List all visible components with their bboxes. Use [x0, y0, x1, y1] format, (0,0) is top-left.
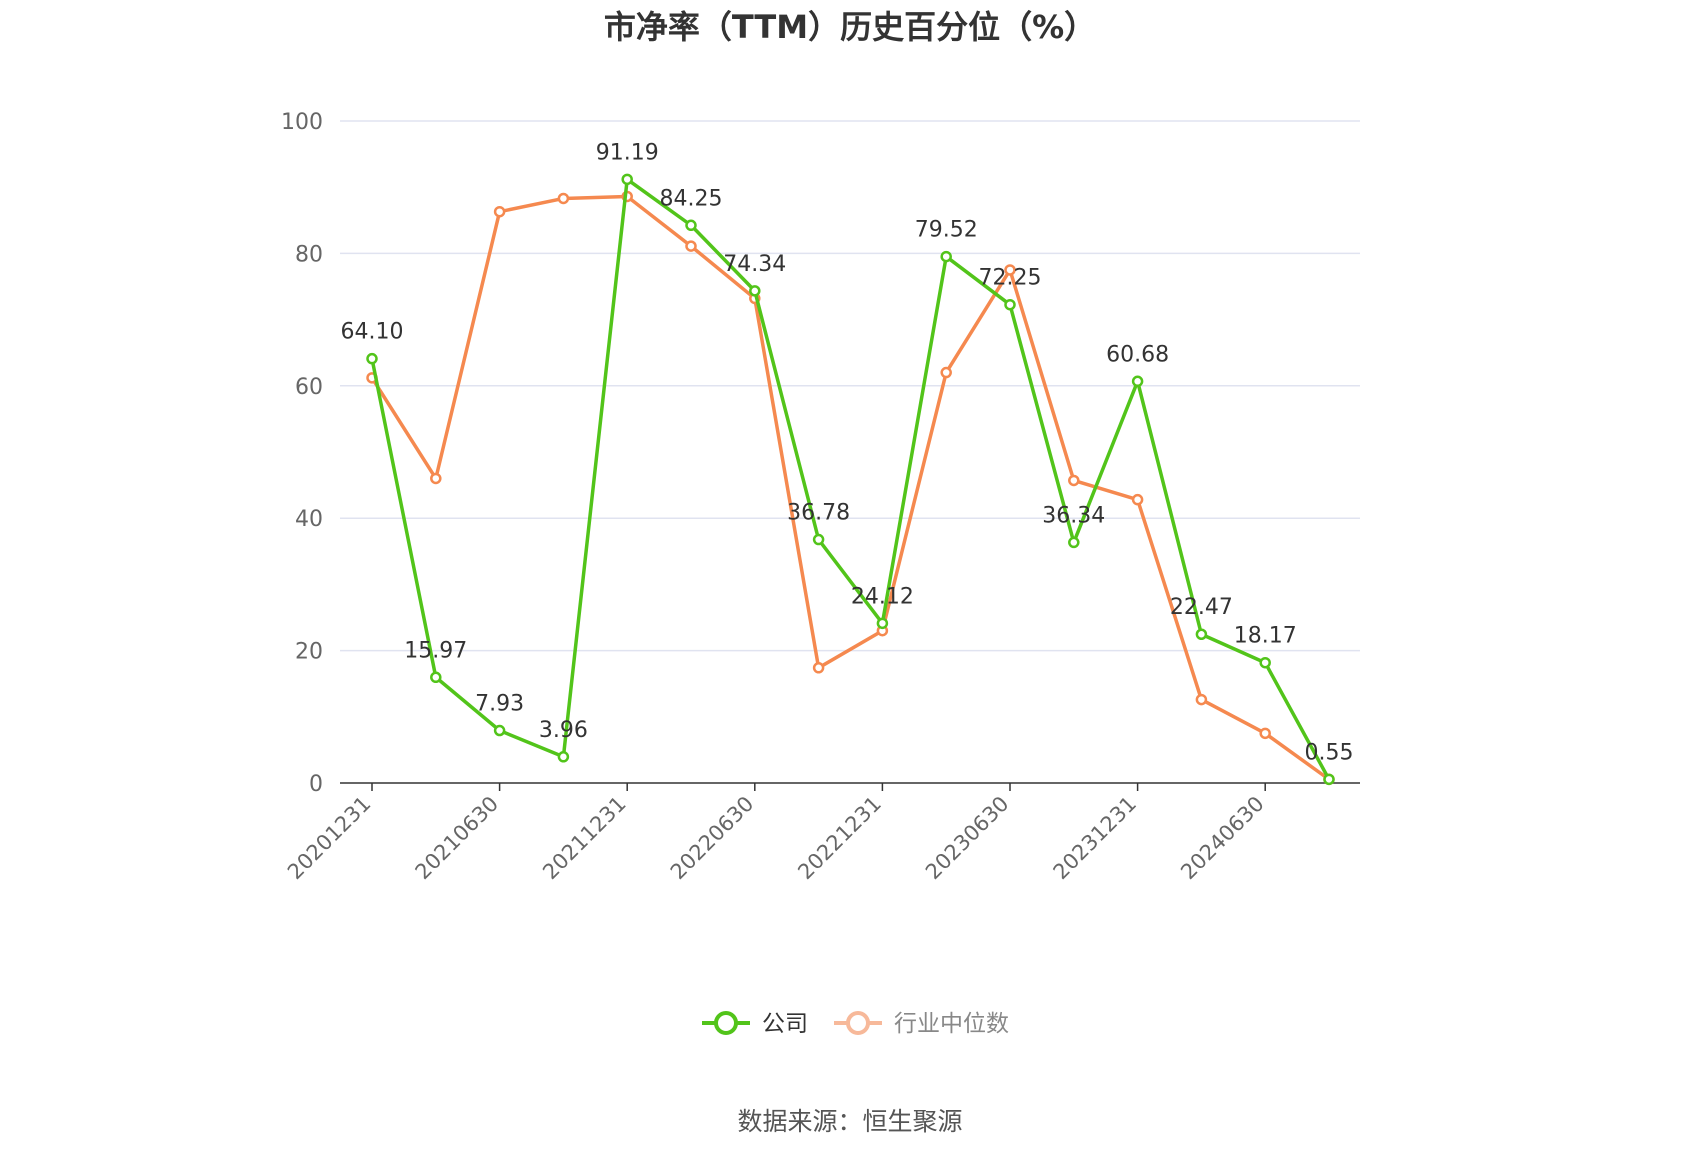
industry-data-point [685, 240, 697, 252]
company-data-label: 7.93 [475, 692, 524, 717]
legend-industry-marker-icon [846, 1011, 870, 1035]
company-data-point [557, 751, 570, 763]
x-tick-label: 20201231 [283, 792, 376, 885]
company-data-point [685, 219, 697, 232]
industry-data-point [812, 662, 825, 674]
grid-layer [340, 120, 1360, 652]
company-data-point [812, 533, 825, 546]
company-data-label: 64.10 [341, 320, 404, 345]
legend-industry-label: 行业中位数 [894, 1011, 1009, 1037]
y-tick-label: 0 [309, 772, 323, 797]
company-data-label: 22.47 [1170, 595, 1233, 620]
y-tick-label: 80 [295, 242, 323, 267]
industry-data-point [1195, 693, 1208, 706]
industry-data-point [940, 366, 952, 379]
industry-series-line [370, 194, 1331, 781]
x-tick-label: 20211231 [538, 792, 631, 885]
company-data-label: 60.68 [1106, 342, 1169, 367]
company-data-label: 91.19 [596, 140, 659, 165]
company-data-label: 79.52 [915, 218, 978, 243]
x-tick-label: 20210630 [411, 792, 504, 885]
company-data-label: 0.55 [1305, 740, 1354, 765]
y-tick-label: 20 [295, 640, 323, 665]
legend-company-marker-icon [714, 1011, 738, 1035]
company-data-point [1068, 536, 1080, 549]
company-data-point [749, 285, 761, 297]
legend-company-label: 公司 [762, 1011, 808, 1037]
x-tick-label: 20220630 [666, 792, 759, 885]
company-data-label: 15.97 [404, 638, 467, 663]
x-tick-label: 20240630 [1176, 792, 1269, 885]
data-source-note: 数据来源：恒生聚源 [737, 1107, 962, 1136]
company-data-point [621, 173, 633, 186]
industry-data-point [1131, 493, 1144, 506]
company-data-point [940, 250, 952, 263]
company-data-point [493, 724, 506, 737]
industry-data-point [1068, 474, 1080, 487]
company-data-point [366, 352, 378, 365]
company-data-point [1131, 375, 1144, 388]
company-data-label: 3.96 [539, 718, 588, 743]
x-tick-label: 20231231 [1049, 792, 1142, 885]
x-tick-label: 20230630 [921, 792, 1014, 885]
series-layer [366, 173, 1335, 786]
y-tick-label: 40 [295, 507, 323, 532]
company-series-line [370, 177, 1331, 781]
company-data-label: 72.25 [979, 266, 1042, 291]
industry-data-point [1004, 264, 1016, 276]
company-data-point [1004, 298, 1016, 311]
company-data-point [876, 617, 889, 630]
company-data-label: 36.78 [787, 501, 850, 526]
company-data-point [1195, 628, 1208, 640]
legend: 公司 行业中位数 [702, 1011, 1009, 1037]
axis-layer: 0 20 40 60 80 100 20201231 20210630 20211231 2022… [281, 110, 1360, 884]
y-tick-label: 100 [281, 110, 323, 135]
company-data-label: 18.17 [1234, 624, 1297, 649]
industry-data-point [1259, 727, 1271, 740]
y-tick-label: 60 [295, 375, 323, 400]
company-data-point [1259, 656, 1271, 669]
chart-title: 市净率（TTM）历史百分位（%） [604, 8, 1096, 46]
legend-item-company[interactable]: 公司 [702, 1011, 808, 1037]
company-data-point [430, 671, 442, 684]
company-data-label: 24.12 [851, 584, 914, 609]
industry-data-point [430, 472, 442, 485]
x-tick-label: 20221231 [793, 792, 886, 885]
legend-item-industry[interactable]: 行业中位数 [834, 1011, 1009, 1037]
company-data-label: 36.34 [1042, 503, 1105, 528]
industry-data-point [557, 192, 570, 205]
company-data-point [1323, 773, 1335, 786]
industry-data-point [493, 205, 506, 218]
company-data-label: 84.25 [660, 186, 723, 211]
company-data-label: 74.34 [723, 252, 786, 277]
